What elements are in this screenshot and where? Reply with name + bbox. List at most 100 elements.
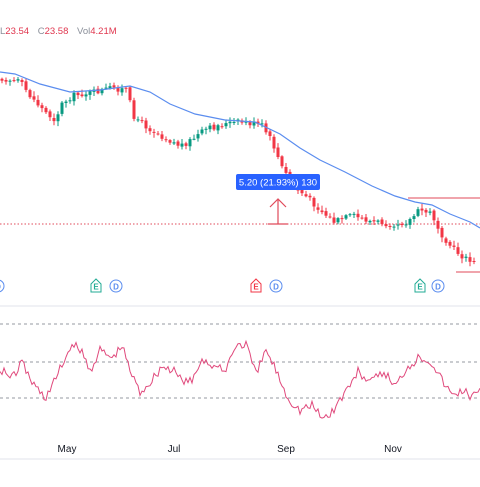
candle-body bbox=[100, 88, 104, 94]
event-marker-letter: D bbox=[435, 283, 441, 292]
measure-arrow-head bbox=[269, 198, 287, 208]
candle-body bbox=[420, 208, 424, 211]
earnings-icon bbox=[90, 278, 102, 293]
candle-body bbox=[468, 257, 472, 262]
event-marker-e: E bbox=[414, 278, 426, 293]
candle-body bbox=[112, 85, 116, 88]
candle-body bbox=[48, 111, 52, 118]
x-tick-may: May bbox=[58, 444, 77, 455]
price-pane[interactable] bbox=[0, 71, 480, 273]
candle-body bbox=[428, 211, 432, 213]
candle-body bbox=[40, 105, 44, 109]
candle-body bbox=[12, 80, 16, 82]
candle-body bbox=[348, 214, 352, 216]
candle-body bbox=[440, 227, 444, 238]
candle-body bbox=[344, 215, 348, 219]
candle-body bbox=[104, 87, 108, 89]
candle-body bbox=[128, 87, 132, 101]
candle-body bbox=[152, 131, 156, 133]
x-axis: May Jul Sep Nov bbox=[0, 444, 480, 460]
candle-body bbox=[32, 96, 36, 100]
candle-body bbox=[248, 122, 252, 126]
candle-body bbox=[404, 224, 408, 226]
dividend-icon bbox=[109, 279, 123, 293]
candle-body bbox=[88, 90, 92, 95]
candle-body bbox=[384, 224, 388, 227]
candle-body bbox=[324, 211, 328, 216]
candle-body bbox=[16, 79, 20, 81]
candle-body bbox=[400, 223, 404, 225]
candle-body bbox=[416, 209, 420, 216]
x-tick-nov: Nov bbox=[384, 444, 402, 455]
candle-body bbox=[228, 121, 232, 124]
candle-body bbox=[164, 139, 168, 141]
candle-body bbox=[280, 156, 284, 167]
event-marker-letter: E bbox=[93, 283, 99, 292]
candle-body bbox=[472, 261, 476, 262]
candle-body bbox=[244, 121, 248, 123]
moving-average-line bbox=[0, 71, 480, 229]
candle-body bbox=[28, 90, 32, 98]
candle-body bbox=[252, 122, 256, 126]
candle-body bbox=[360, 217, 364, 219]
candle-body bbox=[368, 220, 372, 223]
event-marker-letter: D bbox=[0, 283, 1, 292]
candle-body bbox=[220, 126, 224, 128]
candle-body bbox=[424, 209, 428, 213]
candle-body bbox=[132, 100, 136, 119]
candle-body bbox=[436, 220, 440, 229]
candle-body bbox=[376, 220, 380, 222]
event-marker-e: E bbox=[90, 278, 102, 293]
measure-label-bg bbox=[236, 174, 320, 190]
candle-body bbox=[308, 195, 312, 198]
event-marker-d: D bbox=[109, 279, 123, 293]
candle-body bbox=[108, 86, 112, 89]
candle-body bbox=[216, 125, 220, 131]
candle-body bbox=[268, 131, 272, 136]
candle-body bbox=[124, 87, 128, 89]
candle-body bbox=[272, 136, 276, 149]
candle-body bbox=[156, 133, 160, 135]
event-marker-d: D bbox=[431, 279, 445, 293]
event-marker-letter: D bbox=[113, 283, 119, 292]
candle-body bbox=[352, 213, 356, 215]
candle-body bbox=[44, 107, 48, 113]
candle-body bbox=[80, 94, 84, 97]
candle-body bbox=[64, 101, 68, 103]
candle-body bbox=[60, 102, 64, 114]
candle-body bbox=[8, 80, 12, 82]
candle-body bbox=[448, 241, 452, 246]
event-marker-d: D bbox=[269, 279, 283, 293]
measure-tool[interactable]: 5.20 (21.93%) 130 bbox=[236, 174, 320, 190]
candle-body bbox=[68, 100, 72, 102]
candle-body bbox=[452, 245, 456, 247]
candle-body bbox=[444, 238, 448, 243]
candle-body bbox=[260, 123, 264, 125]
candle-body bbox=[168, 140, 172, 143]
candle-body bbox=[316, 207, 320, 210]
candle-body bbox=[192, 138, 196, 140]
candle-body bbox=[456, 247, 460, 254]
rsi-pane[interactable] bbox=[0, 305, 480, 419]
candle-body bbox=[300, 189, 304, 194]
x-tick-jul: Jul bbox=[168, 444, 181, 455]
candle-body bbox=[180, 143, 184, 147]
candle-body bbox=[144, 120, 148, 129]
candle-body bbox=[392, 226, 396, 228]
event-marker-letter: D bbox=[273, 283, 279, 292]
candle-body bbox=[184, 143, 188, 146]
candle-body bbox=[140, 120, 144, 122]
ohlc-legend: L23.54 C23.58 Vol4.21M bbox=[0, 26, 123, 37]
candle-body bbox=[336, 218, 340, 223]
dividend-icon bbox=[431, 279, 445, 293]
close-key: C bbox=[37, 26, 45, 37]
candle-body bbox=[200, 129, 204, 134]
low-key: L bbox=[0, 26, 6, 37]
event-markers: DEDEDED bbox=[0, 278, 445, 293]
candle-body bbox=[96, 88, 100, 94]
event-marker-d: D bbox=[0, 279, 5, 293]
candle-body bbox=[148, 128, 152, 132]
candle-body bbox=[160, 134, 164, 139]
